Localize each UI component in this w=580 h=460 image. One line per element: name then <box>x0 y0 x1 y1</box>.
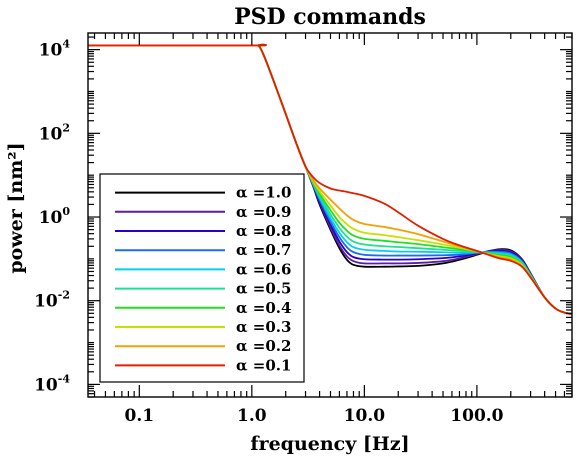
y-axis-label: power [nm²] <box>5 142 27 273</box>
legend: α =1.0α =0.9α =0.8α =0.7α =0.6α =0.5α =0… <box>99 173 305 383</box>
legend-label-2: α =0.8 <box>236 222 291 240</box>
y-tick-label: 10-2 <box>34 289 70 312</box>
legend-label-9: α =0.1 <box>236 356 291 374</box>
y-tick-label: 102 <box>39 121 70 144</box>
legend-label-7: α =0.3 <box>236 318 291 336</box>
y-tick-base: 10 <box>34 292 58 312</box>
x-axis-label: frequency [Hz] <box>250 433 409 455</box>
series-layer <box>88 43 572 315</box>
y-tick-base: 10 <box>39 41 63 61</box>
legend-label-3: α =0.7 <box>236 241 291 259</box>
y-tick-exponent: 0 <box>62 205 70 218</box>
y-tick-exponent: -4 <box>58 372 71 385</box>
series-line-9 <box>88 43 572 315</box>
y-tick-base: 10 <box>39 124 63 144</box>
x-tick-label: 0.1 <box>125 406 155 426</box>
legend-label-1: α =0.9 <box>236 203 291 221</box>
y-tick-base: 10 <box>39 208 63 228</box>
x-tick-label: 10.0 <box>344 406 386 426</box>
chart-title: PSD commands <box>234 4 426 30</box>
legend-label-8: α =0.2 <box>236 337 291 355</box>
legend-label-6: α =0.4 <box>236 299 291 317</box>
legend-label-4: α =0.6 <box>236 260 291 278</box>
legend-label-5: α =0.5 <box>236 280 291 298</box>
x-tick-label: 100.0 <box>450 406 503 426</box>
y-tick-label: 100 <box>39 205 71 228</box>
legend-label-0: α =1.0 <box>236 184 291 202</box>
y-tick-label: 10-4 <box>34 372 70 395</box>
legend-box <box>99 173 305 383</box>
y-tick-exponent: 4 <box>62 38 70 51</box>
y-tick-exponent: -2 <box>58 289 70 302</box>
y-tick-base: 10 <box>34 375 58 395</box>
y-tick-exponent: 2 <box>62 121 70 134</box>
x-tick-label: 1.0 <box>237 406 267 426</box>
y-tick-label: 104 <box>39 38 71 61</box>
